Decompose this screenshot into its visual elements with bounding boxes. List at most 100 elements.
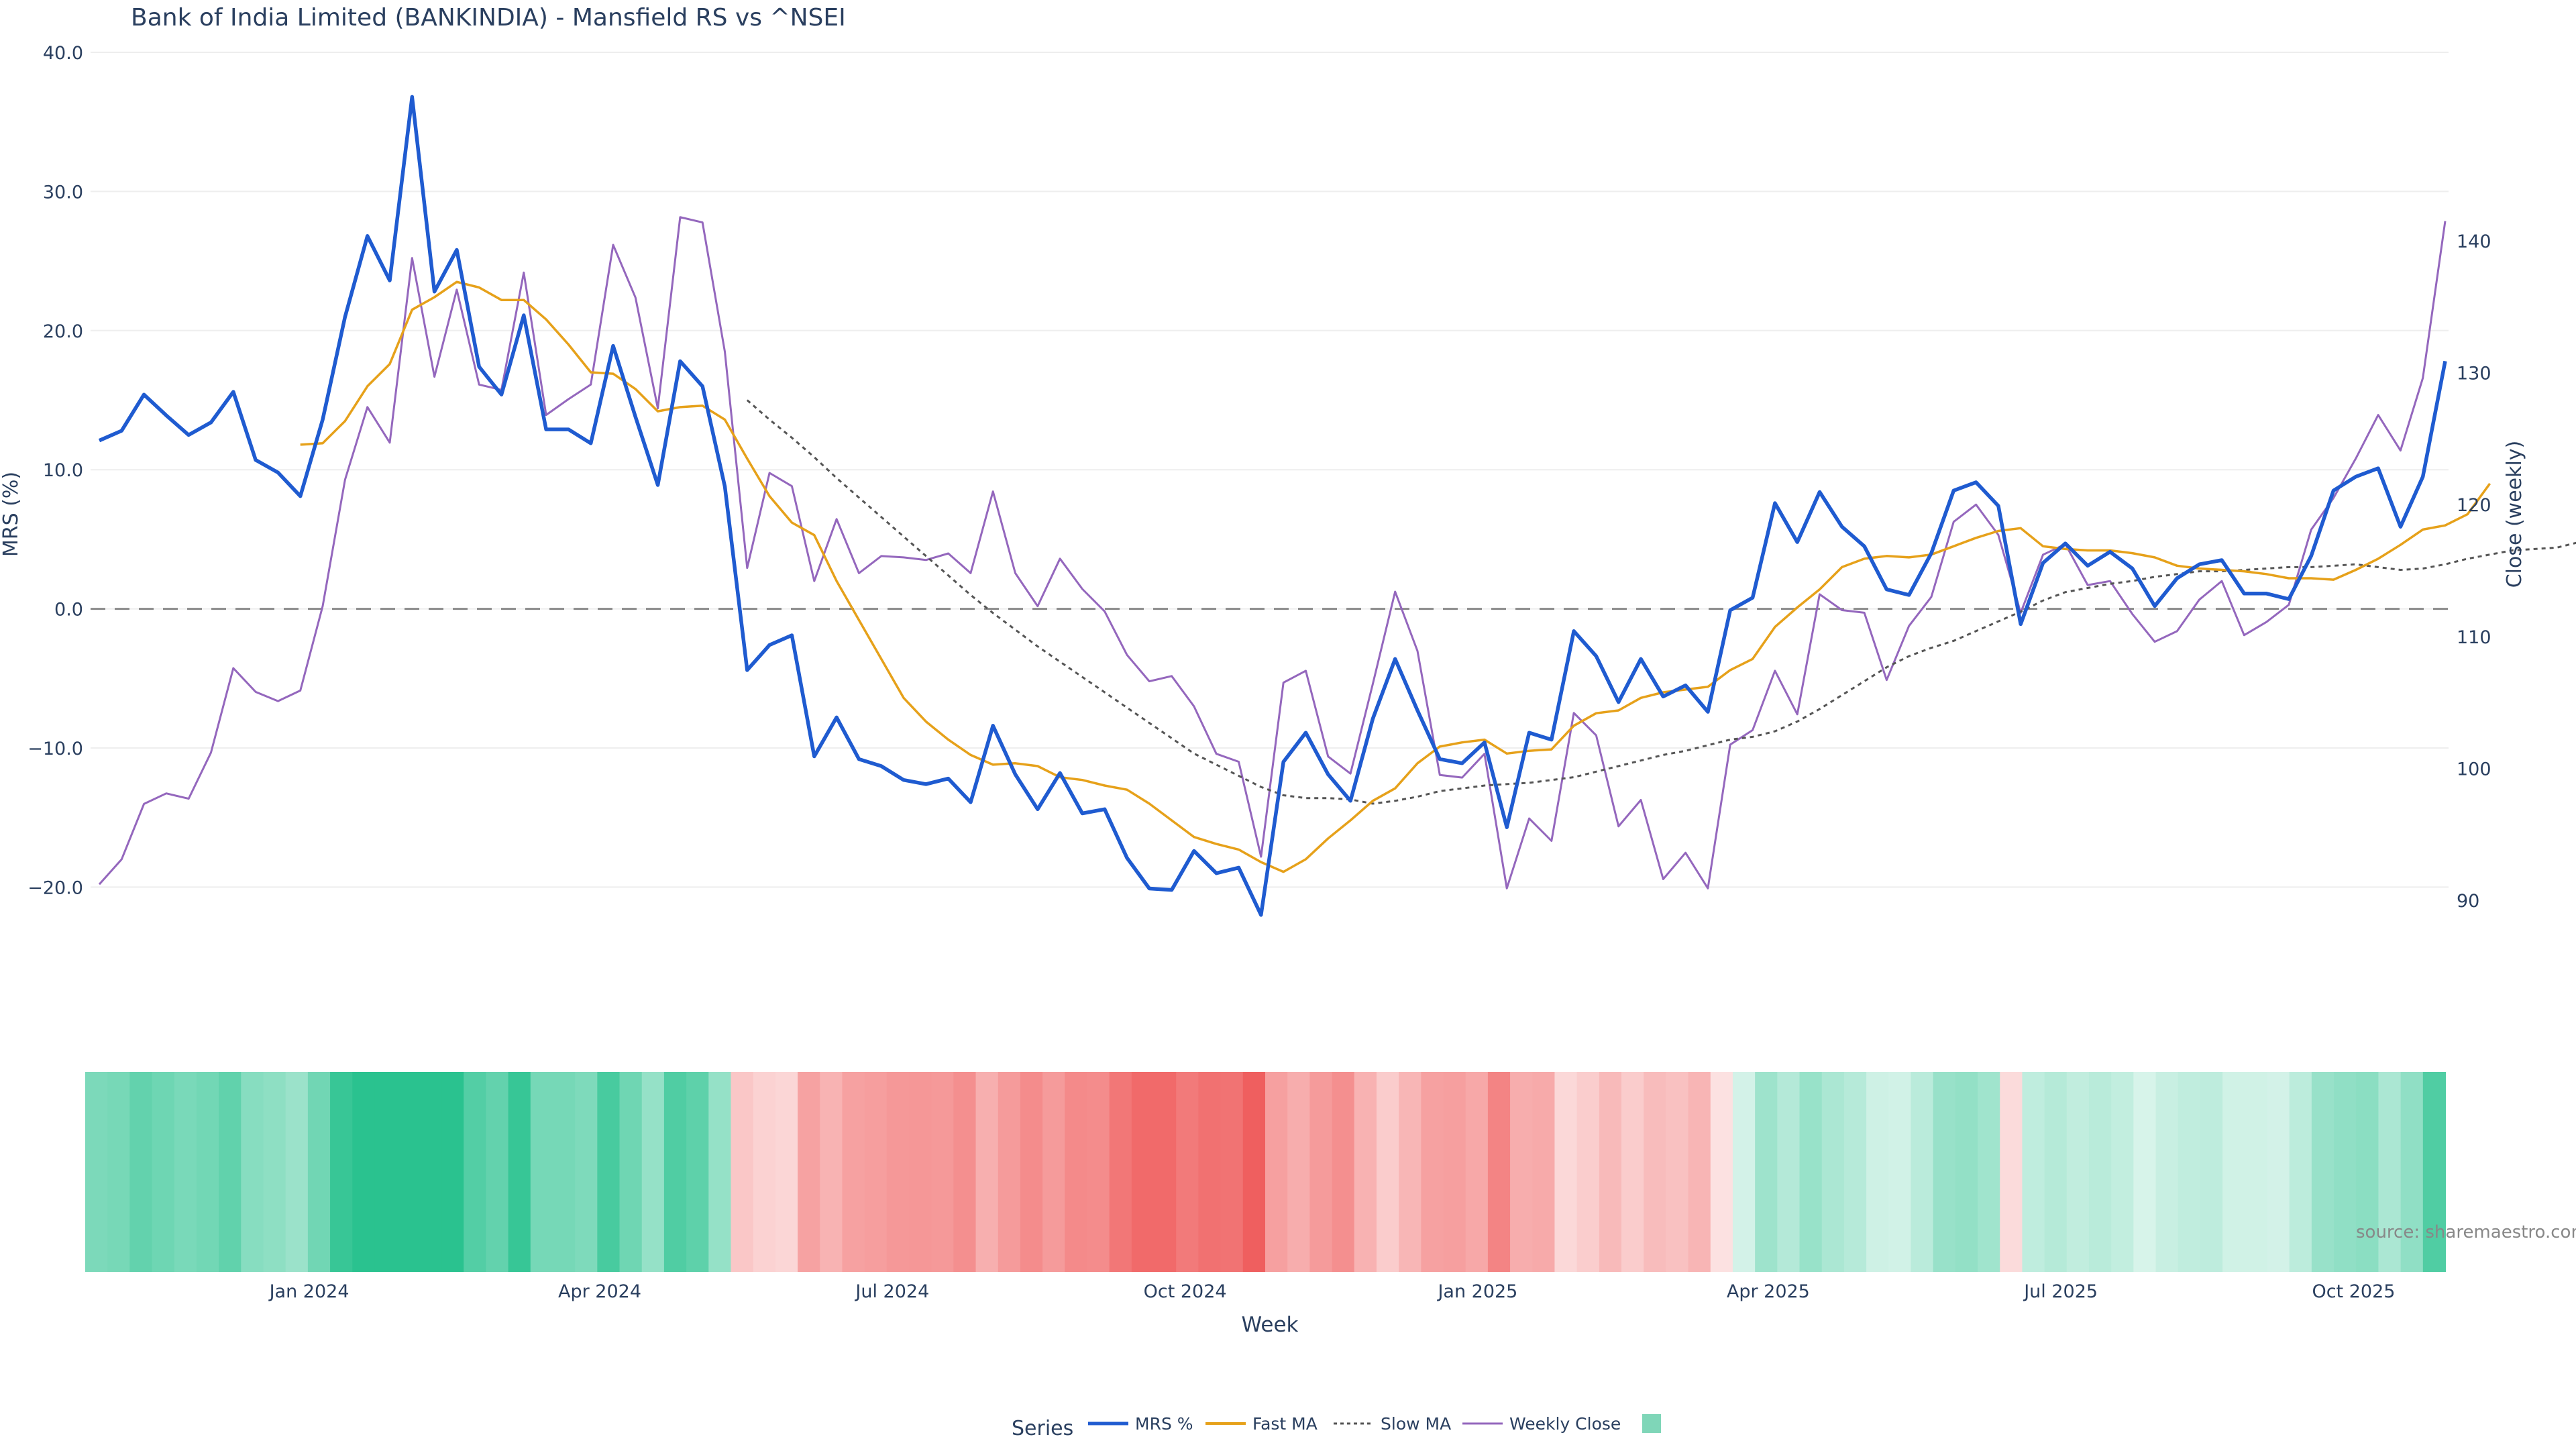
y-right-axis-title: Close (weekly) <box>2503 441 2526 588</box>
heatmap-cell <box>2133 1072 2157 1272</box>
heatmap-cell <box>241 1072 264 1272</box>
series-fast-ma-line <box>300 280 2491 873</box>
heatmap-cell <box>708 1072 732 1272</box>
heatmap-cell <box>508 1072 531 1272</box>
heatmap-cell <box>2245 1072 2268 1272</box>
heatmap-cell <box>152 1072 175 1272</box>
heatmap-cell <box>1933 1072 1956 1272</box>
heatmap-cell <box>686 1072 710 1272</box>
chart-title: Bank of India Limited (BANKINDIA) - Mans… <box>131 4 846 32</box>
heatmap-cell <box>663 1072 688 1272</box>
series-mrs-line <box>98 95 2447 917</box>
heatmap-cell <box>2000 1072 2023 1272</box>
heatmap-cell <box>1843 1072 1868 1272</box>
y-left-tick-label: 40.0 <box>43 43 83 64</box>
heatmap-cell <box>1109 1072 1132 1272</box>
heatmap-cell <box>753 1072 776 1272</box>
x-tick-label: Apr 2024 <box>558 1281 641 1302</box>
heatmap-cell <box>597 1072 621 1272</box>
heatmap-cell <box>1309 1072 1333 1272</box>
heatmap-cell <box>1198 1072 1222 1272</box>
heatmap-cell <box>1354 1072 1377 1272</box>
heatmap-cell <box>1020 1072 1044 1272</box>
heatmap-cell <box>1399 1072 1422 1272</box>
heatmap-cell <box>1421 1072 1444 1272</box>
heatmap-cell <box>2422 1072 2446 1272</box>
heatmap-cell <box>219 1072 242 1272</box>
y-left-axis-title: MRS (%) <box>0 472 23 557</box>
heatmap-cell <box>419 1072 443 1272</box>
heatmap-cell <box>1866 1072 1890 1272</box>
y-right-tick-label: 110 <box>2457 627 2491 648</box>
heatmap-cell <box>1799 1072 1823 1272</box>
y-right-tick-label: 100 <box>2457 759 2491 780</box>
heatmap-cell <box>1666 1072 1689 1272</box>
y-right-tick-label: 140 <box>2457 231 2491 252</box>
heatmap-cell <box>1911 1072 1934 1272</box>
heatmap-cell <box>575 1072 598 1272</box>
y-left-tick-label: 10.0 <box>43 460 83 481</box>
heatmap-cell <box>1621 1072 1645 1272</box>
heatmap-cell <box>975 1072 999 1272</box>
heatmap-cell <box>396 1072 420 1272</box>
y-left-tick-label: −10.0 <box>28 739 83 759</box>
heatmap-cell <box>107 1072 131 1272</box>
heatmap-cell <box>1644 1072 1667 1272</box>
heatmap-cell <box>1376 1072 1400 1272</box>
heatmap-cell <box>330 1072 354 1272</box>
heatmap-cell <box>1554 1072 1578 1272</box>
heatmap-cell <box>1755 1072 1778 1272</box>
heatmap-cell <box>2178 1072 2201 1272</box>
heatmap-cell <box>619 1072 643 1272</box>
heatmap-cell <box>1821 1072 1845 1272</box>
x-tick-label: Oct 2024 <box>1144 1281 1227 1302</box>
heatmap-cell <box>842 1072 865 1272</box>
heatmap-cell <box>2222 1072 2246 1272</box>
legend-title: Series <box>1012 1417 1073 1440</box>
heatmap-cell <box>1154 1072 1177 1272</box>
y-left-tick-label: 20.0 <box>43 321 83 342</box>
heatmap-cell <box>1087 1072 1110 1272</box>
heatmap-cell <box>864 1072 888 1272</box>
heatmap-cell <box>2022 1072 2045 1272</box>
heatmap-cell <box>798 1072 821 1272</box>
heatmap-cell <box>908 1072 932 1272</box>
heatmap-cell <box>1242 1072 1266 1272</box>
x-tick-label: Jan 2024 <box>268 1281 350 1302</box>
heatmap-cell <box>1042 1072 1066 1272</box>
heatmap-cell <box>1131 1072 1155 1272</box>
legend-heatmap-swatch <box>1642 1414 1661 1433</box>
heatmap-cell <box>1888 1072 1912 1272</box>
heatmap-cell <box>820 1072 843 1272</box>
heatmap-cell <box>1332 1072 1355 1272</box>
heatmap-cell <box>931 1072 955 1272</box>
heatmap-cell <box>1065 1072 1088 1272</box>
x-tick-label: Jul 2024 <box>854 1281 929 1302</box>
heatmap-cell <box>1265 1072 1289 1272</box>
heatmap-cell <box>731 1072 754 1272</box>
heatmap-cell <box>2111 1072 2135 1272</box>
heatmap-cell <box>307 1072 331 1272</box>
heatmap-cell <box>441 1072 465 1272</box>
heatmap-cell <box>552 1072 576 1272</box>
heatmap-cell <box>285 1072 309 1272</box>
y-left-tick-label: 0.0 <box>54 600 83 621</box>
heatmap-cell <box>1688 1072 1711 1272</box>
heatmap-cell <box>174 1072 197 1272</box>
heatmap-cell <box>1510 1072 1534 1272</box>
heatmap-cell <box>2066 1072 2090 1272</box>
series-weekly-close-line <box>98 216 2447 890</box>
heatmap-cell <box>352 1072 376 1272</box>
heatmap-cell <box>1777 1072 1801 1272</box>
legend-label: Weekly Close <box>1509 1414 1621 1434</box>
heatmap-cell <box>2400 1072 2424 1272</box>
heatmap-cell <box>1465 1072 1489 1272</box>
heatmap-cell <box>886 1072 910 1272</box>
heatmap-cell <box>2334 1072 2357 1272</box>
heatmap-cell <box>1978 1072 2001 1272</box>
x-axis-title: Week <box>1242 1313 1299 1337</box>
heatmap-cell <box>2267 1072 2290 1272</box>
x-tick-label: Oct 2025 <box>2312 1281 2395 1302</box>
heatmap-cell <box>1532 1072 1556 1272</box>
